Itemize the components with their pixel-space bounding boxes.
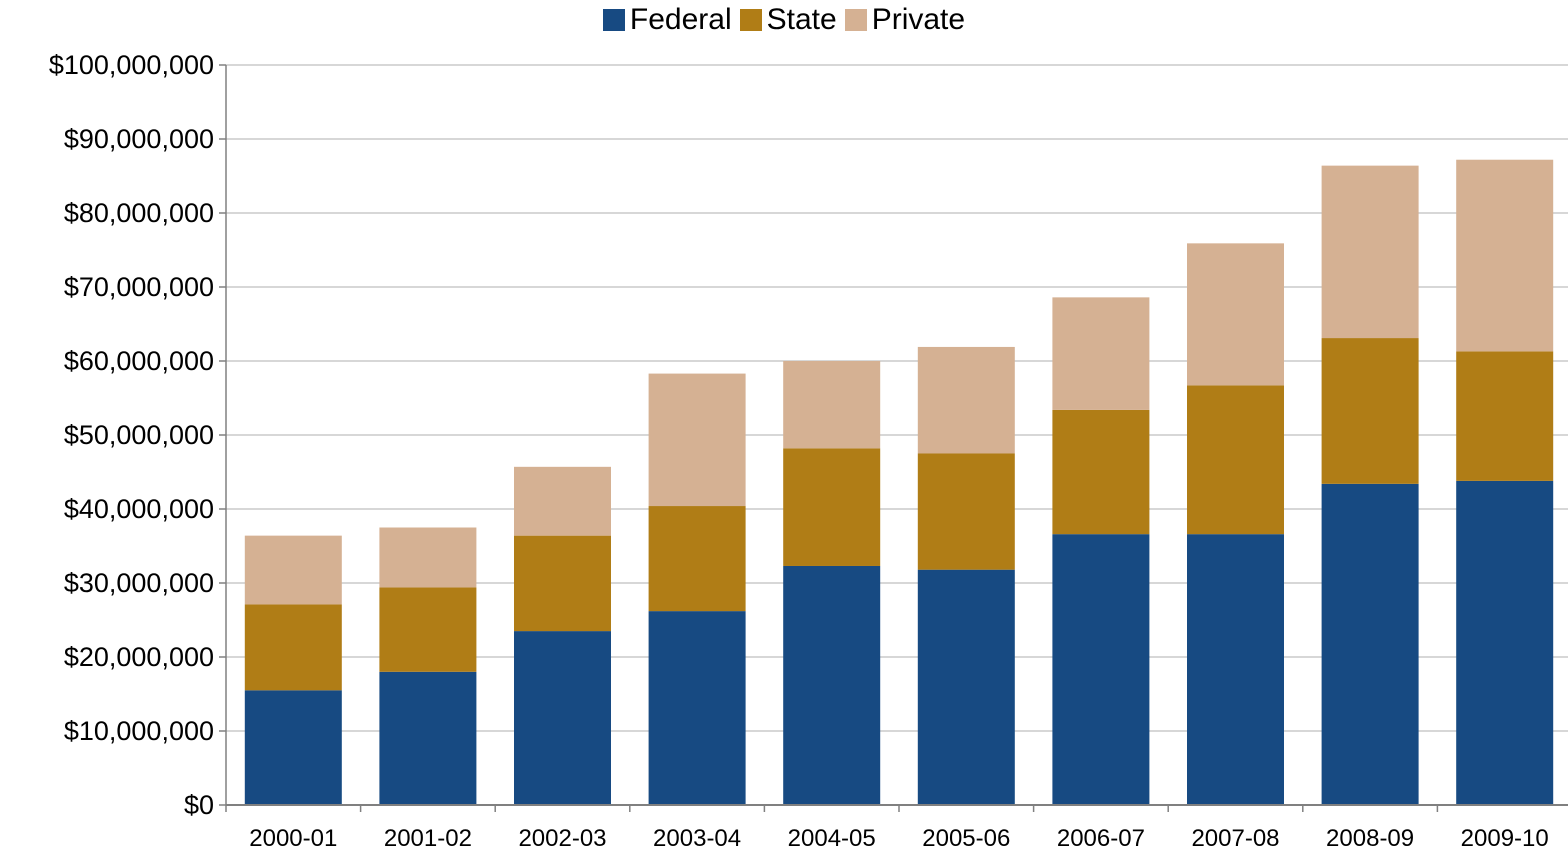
y-tick-label: $10,000,000 xyxy=(64,716,214,746)
y-tick-label: $90,000,000 xyxy=(64,124,214,154)
y-tick-label: $100,000,000 xyxy=(49,50,214,80)
bar-state-2002-03 xyxy=(514,535,611,632)
bar-federal-2000-01 xyxy=(244,690,342,805)
bar-private-2009-10 xyxy=(1456,159,1554,352)
y-tick-label: $20,000,000 xyxy=(64,642,214,672)
y-tick-label: $30,000,000 xyxy=(64,568,214,598)
y-tick-label: $70,000,000 xyxy=(64,272,214,302)
bar-state-2000-01 xyxy=(244,604,342,691)
axes xyxy=(219,64,1568,812)
bar-federal-2003-04 xyxy=(648,611,746,805)
x-tick-label: 2000-01 xyxy=(249,825,337,852)
legend-swatch-state xyxy=(739,9,762,31)
bar-private-2006-07 xyxy=(1052,297,1150,410)
bar-federal-2009-10 xyxy=(1456,480,1554,805)
bar-state-2005-06 xyxy=(917,453,1015,570)
x-tick-labels: 2000-01 2001-02 2002-03 2003-04 2004-05 2005-… xyxy=(249,825,1548,852)
bar-state-2006-07 xyxy=(1052,409,1150,535)
bar-private-2005-06 xyxy=(917,346,1015,454)
bar-federal-2008-09 xyxy=(1321,483,1419,805)
y-tick-labels: $0 $10,000,000 $20,000,000 $30,000,000 $40,0… xyxy=(49,50,214,820)
legend-item-private: Private xyxy=(844,3,966,37)
bar-federal-2002-03 xyxy=(514,631,611,805)
y-tick-label: $0 xyxy=(184,790,214,820)
bar-state-2003-04 xyxy=(648,506,746,612)
chart-legend: Federal State Private xyxy=(0,2,1568,38)
bars xyxy=(244,159,1554,805)
bar-state-2008-09 xyxy=(1321,338,1419,484)
bar-private-2002-03 xyxy=(514,466,611,536)
bar-federal-2006-07 xyxy=(1052,534,1150,805)
x-tick-label: 2004-05 xyxy=(788,825,876,852)
legend-label-private: Private xyxy=(871,3,966,36)
bar-federal-2001-02 xyxy=(379,671,477,805)
bar-private-2007-08 xyxy=(1187,243,1284,386)
x-tick-label: 2005-06 xyxy=(922,825,1010,852)
x-tick-label: 2006-07 xyxy=(1057,825,1145,852)
bar-private-2003-04 xyxy=(648,373,746,507)
bar-state-2007-08 xyxy=(1187,385,1284,535)
x-tick-label: 2002-03 xyxy=(518,825,606,852)
bar-private-2000-01 xyxy=(244,535,342,605)
legend-item-state: State xyxy=(739,3,837,37)
bar-private-2008-09 xyxy=(1321,165,1419,339)
bar-private-2001-02 xyxy=(379,527,477,588)
legend-swatch-federal xyxy=(602,9,625,31)
y-tick-label: $40,000,000 xyxy=(64,494,214,524)
legend-swatch-private xyxy=(844,9,867,31)
x-tick-label: 2003-04 xyxy=(653,825,741,852)
legend-item-federal: Federal xyxy=(602,3,732,37)
bar-federal-2005-06 xyxy=(917,569,1015,805)
bar-state-2004-05 xyxy=(783,448,881,566)
x-tick-label: 2001-02 xyxy=(384,825,472,852)
y-tick-label: $50,000,000 xyxy=(64,420,214,450)
legend-label-state: State xyxy=(766,3,837,36)
y-tick-label: $60,000,000 xyxy=(64,346,214,376)
bar-private-2004-05 xyxy=(783,361,881,449)
legend-label-federal: Federal xyxy=(629,3,732,36)
bar-state-2001-02 xyxy=(379,587,477,672)
x-tick-label: 2008-09 xyxy=(1326,825,1414,852)
bar-federal-2007-08 xyxy=(1187,534,1284,805)
bar-federal-2004-05 xyxy=(783,565,881,805)
bar-state-2009-10 xyxy=(1456,351,1554,481)
x-tick-label: 2009-10 xyxy=(1461,825,1549,852)
x-tick-label: 2007-08 xyxy=(1191,825,1279,852)
y-tick-label: $80,000,000 xyxy=(64,198,214,228)
